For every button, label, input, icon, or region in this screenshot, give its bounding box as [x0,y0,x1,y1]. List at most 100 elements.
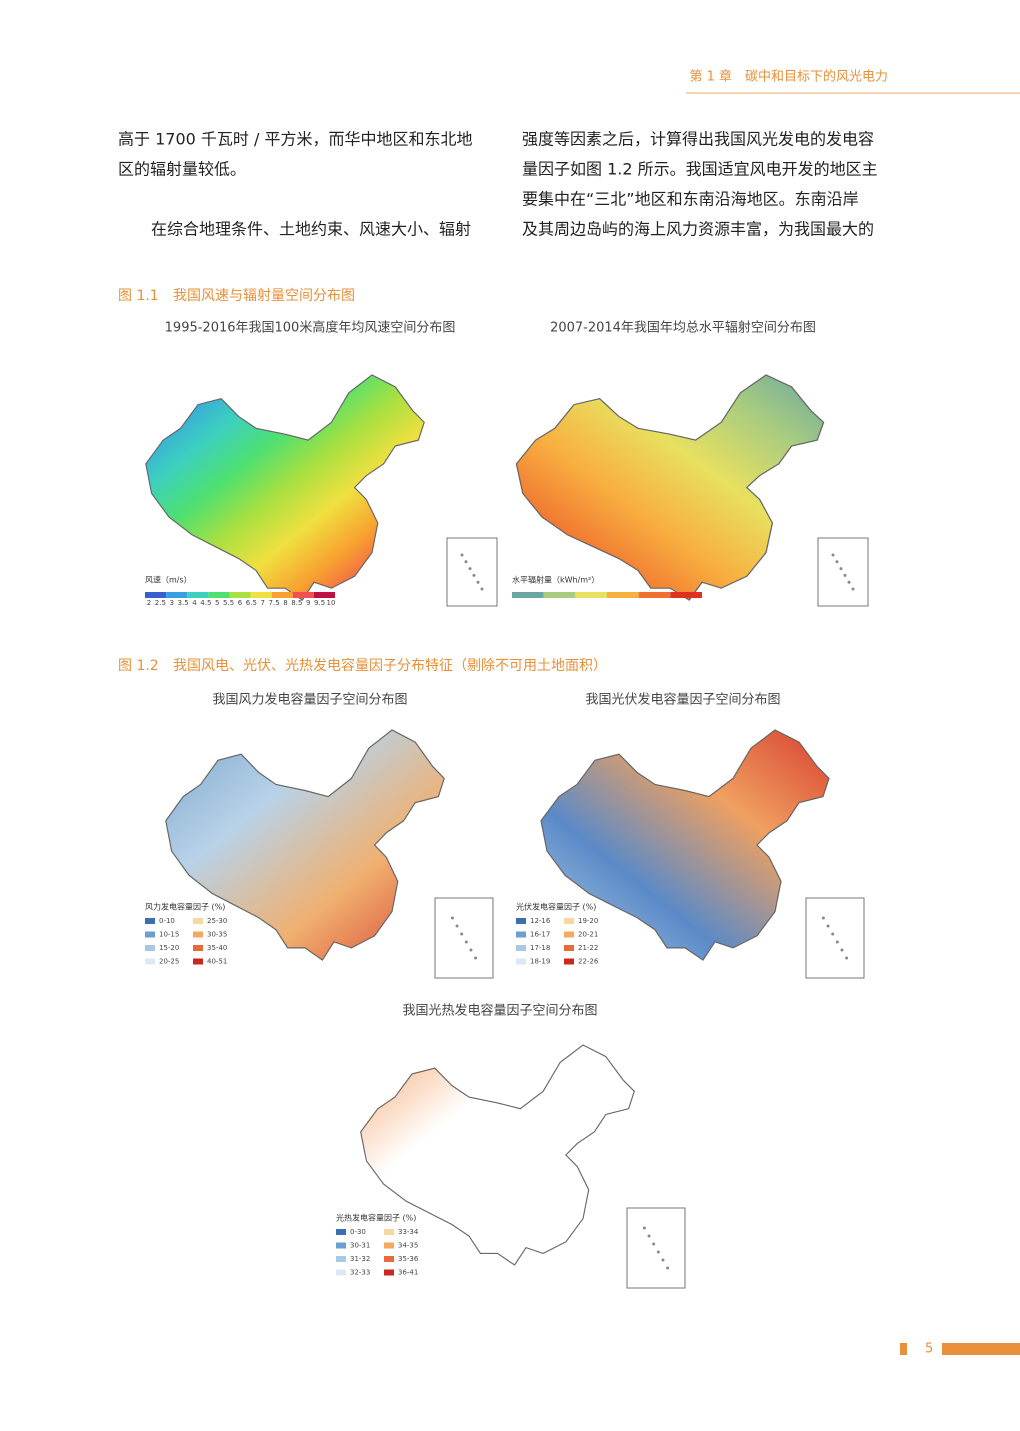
body-line: 强度等因素之后，计算得出我国风光发电的发电容 [522,130,874,149]
legend-swatch [564,945,574,951]
inset-island [642,1226,646,1230]
legend-swatch [336,1269,346,1276]
inset-island [469,948,473,952]
legend-swatch [384,1269,394,1276]
map-shape [539,728,831,962]
legend-label: 36-41 [398,1269,418,1277]
body-line: 及其周边岛屿的海上风力资源丰富，为我国最大的 [522,220,874,239]
legend-swatch [564,918,574,924]
footer-bar [942,1343,1020,1355]
inset-island [851,587,855,591]
legend-swatch [145,958,155,965]
legend-swatch [384,1242,394,1249]
figure-title: 我国风电、光伏、光热发电容量因子分布特征（剔除不可用土地面积） [173,657,607,674]
map-title: 1995-2016年我国100米高度年均风速空间分布图 [165,320,456,336]
legend-label: 35-40 [207,944,227,952]
inset-island [831,932,835,936]
legend-swatch [564,958,574,965]
legend-label: 17-18 [530,944,550,952]
scale-swatch [145,592,167,598]
scale-swatch [512,592,544,598]
inset-frame [817,537,869,607]
inset-frame [434,897,494,979]
footer-marker [900,1343,907,1355]
legend-swatch [193,931,203,938]
inset-island [840,948,844,952]
inset-island [826,924,830,928]
legend-swatch [193,945,203,951]
legend-label: 30-31 [350,1242,370,1250]
map-title: 我国光伏发电容量因子空间分布图 [585,692,780,708]
legend-swatch [145,931,155,938]
scale-tick: 3.5 [178,599,189,607]
scale-tick: 10 [327,599,336,607]
map [514,373,826,602]
inset-island [480,587,484,591]
inset-frame [626,1207,686,1289]
scale-swatch [166,592,188,598]
legend-label: 21-22 [578,944,598,952]
legend-title: 风力发电容量因子 (%) [145,902,225,912]
scale-swatch [208,592,230,598]
inset-island [831,553,835,557]
legend-label: 19-20 [578,917,598,925]
scale-swatch [575,592,607,598]
inset-island [464,560,468,564]
scale-tick: 3 [170,599,174,607]
legend-swatch [193,918,203,924]
legend-swatch [336,1229,346,1235]
scale-tick: 7.5 [269,599,280,607]
map [539,728,831,962]
scale-swatch [229,592,251,598]
inset-island [843,573,847,577]
scale-tick: 2.5 [155,599,166,607]
map-title: 我国光热发电容量因子空间分布图 [402,1003,597,1019]
inset-island [821,916,825,920]
legend-label: 18-19 [530,958,550,966]
legend-label: 25-30 [207,917,227,925]
scale-swatch [670,592,702,598]
scale-tick: 4.5 [200,599,211,607]
inset-island [652,1242,656,1246]
scale-tick: 5 [215,599,219,607]
legend-label: 16-17 [530,931,550,939]
inset-island [476,580,480,584]
scale-swatch [187,592,209,598]
inset-frame [805,897,865,979]
body-line: 区的辐射量较低。 [118,160,246,179]
map-shape [144,373,426,602]
scale-tick: 6 [238,599,243,607]
inset-island [847,580,851,584]
inset-island [839,567,843,571]
legend-swatch [516,931,526,938]
scale-swatch [543,592,576,598]
inset-island [474,956,478,960]
legend-label: 33-34 [398,1228,419,1236]
map-shape [514,373,826,602]
scale-swatch [250,592,272,598]
inset-island [845,956,849,960]
figure-label: 图 1.1 [118,288,159,304]
body-line: 要集中在“三北”地区和东南沿海地区。东南沿岸 [522,190,859,209]
legend-swatch [193,958,203,965]
legend-label: 20-25 [159,958,179,966]
inset-island [455,924,459,928]
body-line: 高于 1700 千瓦时 / 平方米，而华中地区和东北地 [118,130,472,149]
inset-island [835,940,839,944]
legend-swatch [145,918,155,924]
scale-tick: 4 [192,599,197,607]
chapter-header: 第 1 章 碳中和目标下的风光电力 [689,69,888,85]
inset-island [472,573,476,577]
legend-swatch [336,1242,346,1249]
map-shape [164,728,446,962]
inset-island [464,940,468,944]
legend-title: 风速（m/s） [145,576,192,585]
inset-frame [446,537,498,607]
body-line: 在综合地理条件、土地约束、风速大小、辐射 [151,220,471,239]
legend-swatch [384,1256,394,1262]
inset-island [835,560,839,564]
map [144,373,426,602]
